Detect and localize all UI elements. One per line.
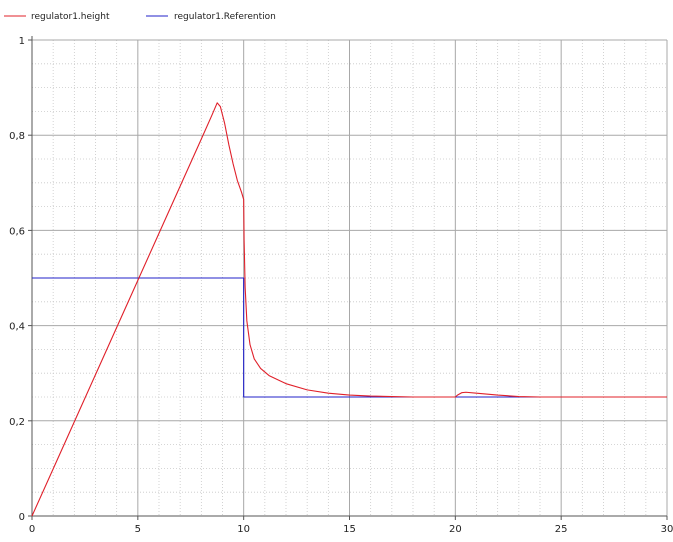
y-tick-label: 0,8	[9, 131, 25, 142]
x-tick-label: 20	[449, 524, 462, 535]
legend-label-referention: regulator1.Referention	[174, 12, 276, 22]
x-tick-label: 30	[661, 524, 673, 535]
x-tick-label: 0	[29, 524, 35, 535]
axes: 0 5 10 15 20 25 30 0 0,2 0,4 0,6 0,8 1	[9, 36, 673, 535]
legend-label-height: regulator1.height	[31, 12, 110, 22]
y-tick-label: 0,2	[9, 417, 25, 428]
y-tick-label: 1	[19, 36, 25, 47]
x-tick-label: 10	[237, 524, 250, 535]
y-tick-label: 0,4	[9, 322, 25, 333]
x-tick-label: 5	[135, 524, 141, 535]
series-layer	[31, 102, 667, 517]
x-tick-label: 15	[343, 524, 356, 535]
y-tick-label: 0,6	[9, 226, 25, 237]
y-tick-label: 0	[19, 512, 25, 523]
legend: regulator1.height regulator1.Referention	[4, 12, 276, 22]
series-line-height	[31, 102, 667, 517]
x-tick-label: 25	[555, 524, 568, 535]
